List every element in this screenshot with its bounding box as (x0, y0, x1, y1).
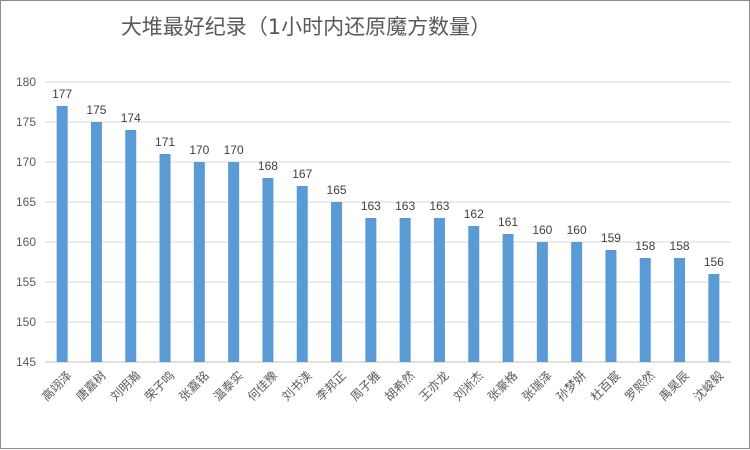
bar-value-label: 177 (52, 87, 72, 101)
category-label: 荣子鸣 (141, 368, 177, 404)
bar (502, 234, 514, 362)
y-tick-label: 150 (16, 315, 36, 329)
bar-value-label: 156 (704, 255, 724, 269)
y-axis-ticks: 145 150 155 160 165 170 175 180 (16, 75, 36, 369)
category-label: 张嘉铭 (176, 368, 212, 404)
category-label: 张豪格 (484, 368, 520, 404)
y-tick-label: 180 (16, 75, 36, 89)
bar (193, 162, 205, 362)
y-tick-label: 165 (16, 195, 36, 209)
bar (708, 274, 720, 362)
bar (605, 250, 617, 362)
bar (674, 258, 686, 362)
category-label: 唐嘉树 (73, 368, 109, 404)
category-label: 周子雅 (347, 368, 383, 404)
y-tick-label: 155 (16, 275, 36, 289)
category-label: 禹昊辰 (657, 368, 692, 403)
bar (399, 218, 411, 362)
bar (56, 106, 68, 362)
category-label: 李邦正 (313, 368, 349, 404)
category-label: 刘明瀚 (107, 368, 143, 404)
bar (536, 242, 548, 362)
category-label: 张瑞泽 (519, 368, 554, 403)
category-label: 胡希然 (381, 368, 417, 404)
category-label: 沈峻毅 (690, 368, 726, 404)
bar-value-label: 159 (601, 231, 621, 245)
bar-value-label: 158 (635, 239, 655, 253)
bar (125, 130, 137, 362)
bar (639, 258, 651, 362)
bar-value-label: 174 (121, 111, 141, 125)
bar (331, 202, 343, 362)
bar-value-label: 175 (86, 103, 106, 117)
y-tick-label: 145 (16, 355, 36, 369)
bar-value-label: 158 (670, 239, 690, 253)
bar-value-label: 163 (361, 199, 381, 213)
bar (571, 242, 583, 362)
bar-value-label: 160 (532, 223, 552, 237)
bar (228, 162, 240, 362)
bar-value-label: 170 (189, 143, 209, 157)
bar (159, 154, 171, 362)
bar-value-label: 167 (292, 167, 312, 181)
bar (262, 178, 274, 362)
category-label: 刘淅杰 (450, 368, 486, 404)
bar-value-label: 165 (327, 183, 347, 197)
bar-value-label: 163 (395, 199, 415, 213)
bar (433, 218, 445, 362)
category-label: 罗熙然 (622, 368, 658, 404)
x-axis-categories: 高翊泽唐嘉树刘明瀚荣子鸣张嘉铭温泰实何佳豫刘书渼李邦正周子雅胡希然王亦龙刘淅杰张… (38, 368, 726, 404)
bars (56, 106, 720, 362)
bar-value-label: 162 (464, 207, 484, 221)
bar-value-label: 163 (429, 199, 449, 213)
bar (365, 218, 377, 362)
category-label: 王亦龙 (416, 368, 452, 404)
y-tick-label: 170 (16, 155, 36, 169)
data-labels: 177 175 174 171 170 170 168 167 165 163 163 163 162 1… (52, 87, 724, 269)
bar-value-label: 171 (155, 135, 175, 149)
chart-title: 大堆最好纪录（1小时内还原魔方数量） (121, 15, 491, 39)
bar (296, 186, 308, 362)
category-label: 高翊泽 (38, 368, 74, 404)
gridlines (45, 81, 731, 363)
bar (90, 122, 102, 362)
y-tick-label: 160 (16, 235, 36, 249)
category-label: 杜百宸 (587, 368, 623, 404)
bar-value-label: 160 (567, 223, 587, 237)
bar-value-label: 168 (258, 159, 278, 173)
category-label: 刘书渼 (279, 368, 314, 403)
bar-value-label: 161 (498, 215, 518, 229)
bar-value-label: 170 (224, 143, 244, 157)
y-tick-label: 175 (16, 115, 36, 129)
bar (468, 226, 480, 362)
category-label: 温泰实 (210, 368, 246, 404)
category-label: 孙梦妍 (554, 368, 589, 403)
category-label: 何佳豫 (245, 368, 280, 403)
